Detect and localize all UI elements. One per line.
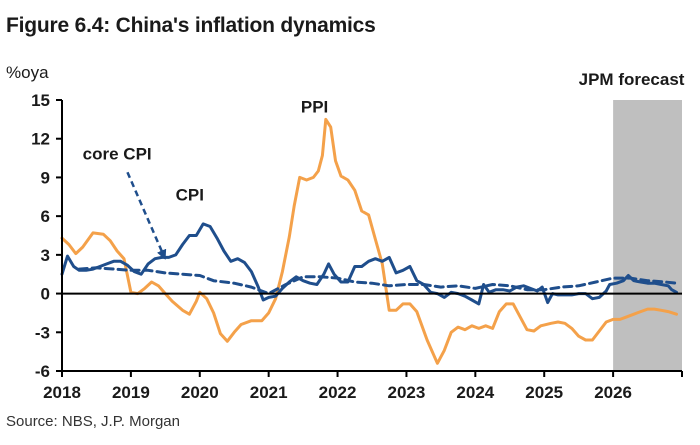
core-cpi-arrow — [126, 171, 167, 260]
y-ticks: 15 12 9 6 3 0 -3 -6 — [31, 91, 62, 381]
y-tick-label: 12 — [31, 130, 50, 149]
x-tick-label: 2023 — [388, 383, 426, 402]
y-tick-label: 15 — [31, 91, 50, 110]
cpi-annotation: CPI — [176, 186, 204, 205]
series-line-cpi — [60, 222, 678, 306]
ppi-annotation: PPI — [301, 97, 328, 116]
series-line-ppi — [60, 117, 678, 365]
y-tick-label: 6 — [41, 207, 50, 226]
forecast-label: JPM forecast — [579, 70, 685, 89]
y-tick-label: 3 — [41, 246, 50, 265]
chart-title: Figure 6.4: China's inflation dynamics — [6, 14, 376, 37]
forecast-region — [613, 100, 682, 371]
core-cpi-annotation: core CPI — [83, 144, 152, 163]
series-line-core-cpi — [77, 266, 678, 296]
x-tick-label: 2018 — [43, 383, 81, 402]
x-tick-label: 2022 — [319, 383, 357, 402]
y-tick-label: -6 — [35, 362, 50, 381]
x-ticks: 2018 2019 2020 2021 2022 2023 2024 2025 2026 — [43, 371, 683, 402]
y-tick-label: -3 — [35, 323, 50, 342]
series-layer — [60, 117, 678, 365]
source-note: Source: NBS, J.P. Morgan — [6, 413, 180, 430]
y-tick-label: 9 — [41, 168, 50, 187]
x-tick-label: 2021 — [250, 383, 288, 402]
x-tick-label: 2020 — [181, 383, 219, 402]
x-tick-label: 2024 — [456, 383, 494, 402]
x-tick-label: 2026 — [594, 383, 632, 402]
x-tick-label: 2019 — [112, 383, 150, 402]
y-tick-label: 0 — [41, 285, 50, 304]
x-tick-label: 2025 — [525, 383, 563, 402]
y-axis-unit-label: %oya — [6, 63, 49, 82]
